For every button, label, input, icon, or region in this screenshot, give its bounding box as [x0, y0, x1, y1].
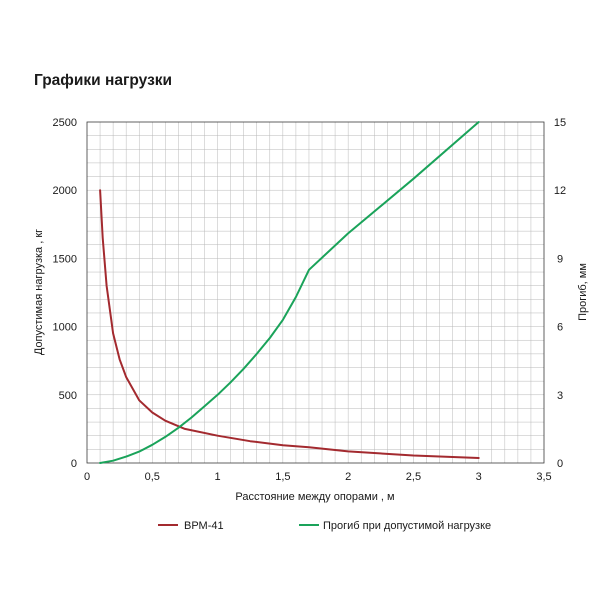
x-tick-label: 0,5 — [145, 471, 160, 483]
y-right-tick-label: 6 — [557, 322, 563, 334]
y-left-tick-label: 1000 — [53, 322, 77, 334]
x-tick-label: 1 — [215, 471, 221, 483]
y-left-tick-label: 1500 — [53, 253, 77, 265]
series-line-1 — [99, 121, 480, 464]
series — [99, 121, 480, 464]
x-tick-label: 1,5 — [275, 471, 290, 483]
x-tick-label: 3,5 — [536, 471, 551, 483]
y-left-tick-label: 2500 — [53, 117, 77, 129]
legend: ВРМ-41 Прогиб при допустимой нагрузке — [158, 520, 491, 532]
y-axis-right-label: Прогиб, мм — [577, 263, 589, 321]
tick-labels: 0 0,5 1 1,5 2 2,5 3 3,5 0 500 1000 1500 2000 2500 0 3 6 9… — [53, 117, 567, 483]
y-right-tick-label: 9 — [557, 253, 563, 265]
plot-frame — [86, 121, 545, 464]
grid — [87, 122, 544, 463]
y-right-tick-label: 0 — [557, 458, 563, 470]
x-tick-label: 2 — [345, 471, 351, 483]
legend-label-0: ВРМ-41 — [184, 520, 224, 532]
x-tick-label: 2,5 — [406, 471, 421, 483]
y-right-tick-label: 15 — [554, 117, 566, 129]
legend-label-1: Прогиб при допустимой нагрузке — [323, 520, 491, 532]
y-left-tick-label: 2000 — [53, 185, 77, 197]
x-axis-label: Расстояние между опорами , м — [235, 491, 394, 503]
x-tick-label: 0 — [84, 471, 90, 483]
series-line-0 — [99, 189, 480, 459]
y-right-tick-label: 12 — [554, 185, 566, 197]
y-axis-left-label: Допустимая нагрузка , кг — [33, 229, 45, 355]
y-right-tick-label: 3 — [557, 390, 563, 402]
page-title: Графики нагрузки — [34, 72, 173, 89]
y-left-tick-label: 500 — [59, 390, 77, 402]
x-tick-label: 3 — [476, 471, 482, 483]
y-left-tick-label: 0 — [71, 458, 77, 470]
